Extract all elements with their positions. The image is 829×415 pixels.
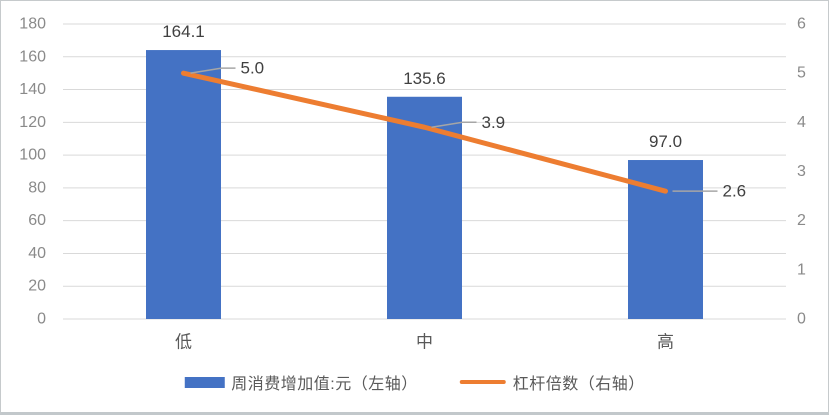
chart-legend: 周消费增加值:元（左轴） 杠杆倍数（右轴）: [184, 370, 644, 394]
line-data-label: 2.6: [723, 182, 747, 201]
left-axis-tick-label: 120: [19, 114, 46, 131]
right-axis-tick-label: 2: [797, 212, 806, 229]
legend-item-bar-series: 周消费增加值:元（左轴）: [184, 370, 417, 394]
line-series: [181, 70, 668, 194]
legend-item-line-series: 杠杆倍数（右轴）: [459, 370, 645, 394]
bar-低: [146, 50, 221, 319]
left-axis-tick-label: 140: [19, 81, 46, 98]
right-axis-tick-label: 5: [797, 65, 806, 82]
bar-series-swatch: [184, 376, 225, 388]
left-axis-tick-label: 0: [37, 311, 46, 328]
bar-data-label: 135.6: [403, 69, 446, 88]
line-data-label: 5.0: [241, 59, 265, 78]
category-label-高: 高: [657, 333, 674, 352]
line-data-label: 3.9: [482, 113, 506, 132]
left-axis-tick-label: 180: [19, 16, 46, 33]
bar-series-legend-label: 周消费增加值:元（左轴）: [231, 376, 418, 393]
left-axis-tick-label: 160: [19, 48, 46, 65]
right-axis-tick-label: 3: [797, 163, 806, 180]
right-axis-tick-label: 4: [797, 114, 806, 131]
left-axis-tick-label: 20: [28, 278, 46, 295]
right-axis-tick-label: 6: [797, 16, 806, 33]
left-axis-tick-label: 80: [28, 179, 46, 196]
leader-line: [190, 67, 236, 74]
right-axis-tick-label: 1: [797, 261, 806, 278]
line-series-swatch: [459, 380, 506, 384]
left-axis-tick-label: 60: [28, 212, 46, 229]
bar-中: [387, 96, 462, 320]
bar-data-label: 97.0: [649, 132, 682, 151]
right-axis-tick-label: 0: [797, 311, 806, 328]
leader-line: [431, 121, 477, 128]
left-axis-tick-label: 100: [19, 147, 46, 164]
category-label-中: 中: [416, 333, 433, 352]
left-axis-tick-label: 40: [28, 245, 46, 262]
bar-data-label: 164.1: [162, 22, 205, 41]
category-label-低: 低: [175, 333, 192, 352]
line-series-legend-label: 杠杆倍数（右轴）: [512, 376, 645, 393]
